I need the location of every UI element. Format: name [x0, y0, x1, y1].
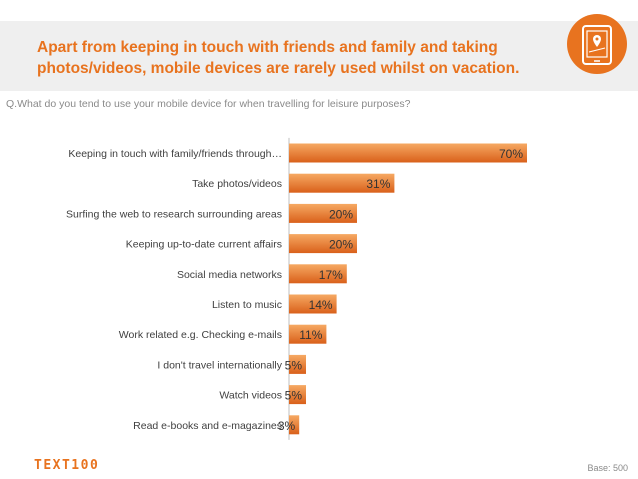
bar-7	[289, 354, 306, 374]
category-label-6: Work related e.g. Checking e-mails	[119, 329, 282, 341]
category-label-9: Read e-books and e-magazines	[133, 420, 282, 432]
bar-chart: Keeping in touch with family/friends thr…	[66, 137, 527, 440]
value-label-3: 20%	[329, 238, 353, 252]
bar-1	[289, 173, 395, 193]
text100-logo: TEXT100	[34, 458, 100, 473]
value-label-8: 5%	[285, 389, 303, 403]
survey-question: Q.What do you tend to use your mobile de…	[6, 98, 411, 110]
value-label-2: 20%	[329, 207, 353, 221]
bar-3	[289, 234, 357, 254]
mobile-map-icon	[567, 14, 627, 74]
bar-6	[289, 324, 327, 344]
bar-8	[289, 385, 306, 405]
bar-0	[289, 143, 527, 163]
category-label-0: Keeping in touch with family/friends thr…	[68, 148, 282, 160]
bar-2	[289, 203, 357, 223]
value-label-1: 31%	[366, 177, 390, 191]
value-label-9: 3%	[278, 419, 296, 433]
category-label-5: Listen to music	[212, 299, 282, 311]
bar-9	[289, 415, 300, 435]
value-label-5: 14%	[309, 298, 333, 312]
page-title: Apart from keeping in touch with friends…	[37, 37, 557, 79]
value-label-6: 11%	[299, 328, 322, 342]
base-note: Base: 500	[587, 463, 628, 473]
category-label-4: Social media networks	[177, 269, 282, 281]
bar-4	[289, 264, 347, 284]
value-label-4: 17%	[319, 268, 343, 282]
page-title-line-1: Apart from keeping in touch with friends…	[37, 39, 498, 56]
page-title-line-2: photos/videos, mobile devices are rarely…	[37, 60, 520, 77]
bar-5	[289, 294, 337, 314]
category-label-8: Watch videos	[219, 390, 282, 402]
header-banner	[0, 21, 638, 91]
value-label-7: 5%	[285, 358, 303, 372]
value-label-0: 70%	[499, 147, 523, 161]
category-label-2: Surfing the web to research surrounding …	[66, 208, 282, 220]
category-label-7: I don't travel internationally	[157, 359, 282, 371]
category-label-1: Take photos/videos	[192, 178, 282, 190]
category-label-3: Keeping up-to-date current affairs	[126, 239, 282, 251]
